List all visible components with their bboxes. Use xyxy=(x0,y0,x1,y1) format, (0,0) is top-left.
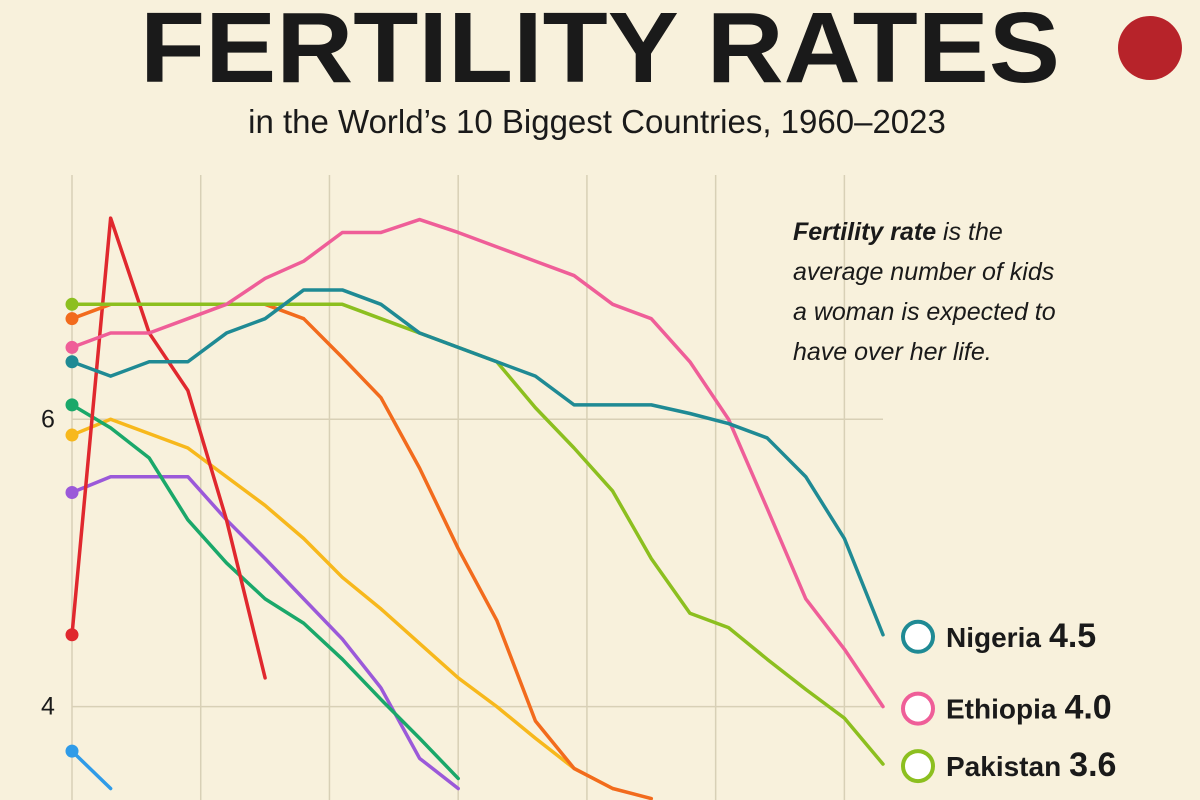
series-line xyxy=(70,417,615,791)
series-name: Nigeria xyxy=(946,622,1041,653)
series-value: 3.6 xyxy=(1069,746,1116,784)
start-dot xyxy=(65,355,79,369)
start-dot xyxy=(65,744,79,758)
annotation-line: a woman is expected to xyxy=(793,298,1056,326)
series-line xyxy=(70,749,113,791)
start-dot xyxy=(65,428,79,442)
series-label: Nigeria 4.5 xyxy=(946,617,1096,655)
annotation-bold: Fertility rate xyxy=(793,218,936,246)
start-dot xyxy=(65,628,79,642)
series-name: Pakistan xyxy=(946,751,1061,782)
chart-title: FERTILITY RATES xyxy=(140,0,1060,104)
series-line xyxy=(70,217,885,709)
y-tick-label: 4 xyxy=(41,693,55,721)
start-dot xyxy=(65,312,79,326)
flag-icon xyxy=(901,619,935,654)
series-label: Ethiopia 4.0 xyxy=(946,689,1112,727)
start-dot xyxy=(65,486,79,500)
flag-icon xyxy=(901,749,935,784)
series-value: 4.0 xyxy=(1064,689,1111,727)
series-line xyxy=(70,288,885,637)
chart-subtitle: in the World’s 10 Biggest Countries, 196… xyxy=(248,103,946,140)
grid: 46 xyxy=(41,175,883,800)
logo xyxy=(1118,16,1182,80)
start-dot xyxy=(65,340,79,354)
y-tick-label: 6 xyxy=(41,405,55,433)
annotation-line: have over her life. xyxy=(793,338,992,366)
series-value: 4.5 xyxy=(1049,617,1096,655)
lines xyxy=(65,216,885,800)
series-line xyxy=(70,403,460,781)
start-dot xyxy=(65,398,79,412)
annotation: Fertility rate is the average number of k… xyxy=(793,218,1056,366)
series-name: Ethiopia xyxy=(946,694,1057,725)
start-dot xyxy=(65,297,79,311)
flag-icon xyxy=(901,691,935,726)
annotation-line: average number of kids xyxy=(793,258,1054,286)
series-label: Pakistan 3.6 xyxy=(946,746,1116,784)
end-labels: Pakistan 3.6 Ethiopia 4.0 Nigeria 4.5 xyxy=(901,617,1116,784)
annotation-line: is the xyxy=(936,218,1003,246)
